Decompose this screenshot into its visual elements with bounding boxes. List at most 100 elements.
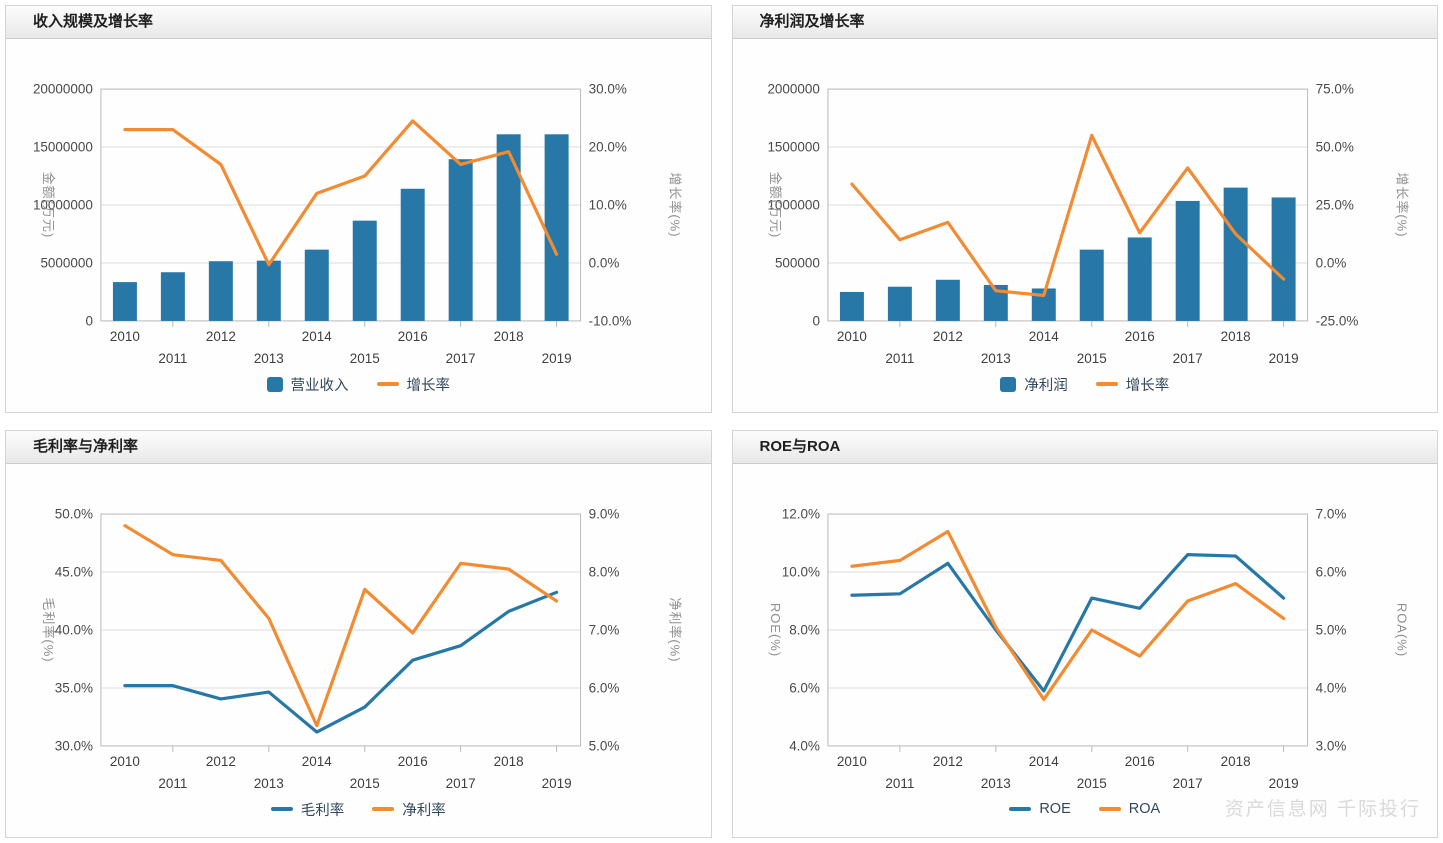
svg-text:2017: 2017 <box>446 351 476 366</box>
svg-text:5000000: 5000000 <box>40 255 93 270</box>
legend-item-增长率[interactable]: 增长率 <box>1095 374 1170 395</box>
legend-item-净利润[interactable]: 净利润 <box>1000 374 1068 395</box>
legend-item-营业收入[interactable]: 营业收入 <box>266 374 349 395</box>
legend-label: 增长率 <box>1125 377 1170 394</box>
svg-text:ROE(%): ROE(%) <box>767 603 782 657</box>
svg-text:2015: 2015 <box>1076 351 1106 366</box>
axis-tick-labels: 50.0% 45.0% 40.0% 35.0% 30.0% 9.0% 8.0% 7.0% 6.0… <box>55 507 620 754</box>
x-axis-labels: 2010 2011 2012 2013 2014 2015 2016 2017 2018 2019 <box>110 745 572 791</box>
panel-header: 净利润及增长率 <box>732 6 1437 39</box>
svg-text:毛利率(%): 毛利率(%) <box>41 597 56 662</box>
line-series-增长率[interactable] <box>123 119 559 267</box>
axis-titles: 毛利率(%) 净利率(%) <box>41 597 683 662</box>
svg-text:2014: 2014 <box>1028 329 1058 344</box>
svg-text:2013: 2013 <box>254 351 284 366</box>
svg-text:2017: 2017 <box>1172 776 1202 791</box>
bar-series-净利润[interactable] <box>839 187 1296 321</box>
svg-text:2011: 2011 <box>158 351 187 366</box>
svg-text:0.0%: 0.0% <box>589 255 620 270</box>
svg-text:9.0%: 9.0% <box>589 507 620 522</box>
svg-text:2012: 2012 <box>932 329 962 344</box>
line-series-ROE[interactable] <box>849 553 1285 693</box>
svg-text:2010: 2010 <box>836 754 866 769</box>
svg-text:40.0%: 40.0% <box>55 622 93 637</box>
chart-canvas-netprofit-growth[interactable]: 2000000 1500000 1000000 500000 0 75.0% 50.0% 25… <box>733 39 1438 369</box>
svg-text:75.0%: 75.0% <box>1315 82 1353 97</box>
panel-title: 净利润及增长率 <box>759 13 865 30</box>
svg-text:4.0%: 4.0% <box>1315 680 1346 695</box>
svg-text:0: 0 <box>812 313 820 328</box>
legend-line-swatch-icon <box>270 807 293 811</box>
legend-item-净利率[interactable]: 净利率 <box>372 799 446 820</box>
svg-text:35.0%: 35.0% <box>55 680 93 695</box>
axis-titles: ROE(%) ROA(%) <box>767 603 1409 657</box>
svg-text:2016: 2016 <box>1124 754 1154 769</box>
chart-canvas-roe-roa[interactable]: 12.0% 10.0% 8.0% 6.0% 4.0% 7.0% 6.0% 5.0% 4.0% 3.… <box>733 464 1438 794</box>
svg-text:2019: 2019 <box>1268 351 1298 366</box>
svg-text:30.0%: 30.0% <box>589 82 627 97</box>
svg-text:2018: 2018 <box>1220 754 1250 769</box>
svg-text:0.0%: 0.0% <box>1315 255 1346 270</box>
x-axis-labels: 2010 2011 2012 2013 2014 2015 2016 2017 2018 2019 <box>836 745 1298 791</box>
svg-text:2014: 2014 <box>302 329 332 344</box>
svg-text:50.0%: 50.0% <box>55 507 93 522</box>
svg-text:45.0%: 45.0% <box>55 565 93 580</box>
chart-legend: 毛利率 净利率 <box>6 796 711 822</box>
axis-titles: 金额(万元) 增长率(%) <box>767 172 1409 239</box>
legend-line-swatch-icon <box>1098 807 1121 811</box>
legend-label: 毛利率 <box>300 802 345 819</box>
svg-text:1000000: 1000000 <box>767 197 820 212</box>
legend-label: 净利润 <box>1024 377 1068 394</box>
svg-text:净利率(%): 净利率(%) <box>668 597 683 662</box>
svg-text:2010: 2010 <box>836 329 866 344</box>
svg-text:15000000: 15000000 <box>33 140 93 155</box>
panel-title: 毛利率与净利率 <box>33 438 139 455</box>
line-series-ROA[interactable] <box>849 529 1285 702</box>
svg-text:12.0%: 12.0% <box>781 507 819 522</box>
axis-tick-labels: 20000000 15000000 10000000 5000000 0 30.0% 20.… <box>33 82 631 329</box>
svg-text:2014: 2014 <box>302 754 332 769</box>
svg-text:2015: 2015 <box>1076 776 1106 791</box>
chart-canvas-margins[interactable]: 50.0% 45.0% 40.0% 35.0% 30.0% 9.0% 8.0% 7.0% 6.0… <box>6 464 711 794</box>
legend-item-毛利率[interactable]: 毛利率 <box>270 799 345 820</box>
line-series-增长率[interactable] <box>849 133 1285 298</box>
bar-series-营业收入[interactable] <box>112 134 569 321</box>
line-series-毛利率[interactable] <box>123 590 559 734</box>
svg-text:2018: 2018 <box>494 329 524 344</box>
plot-border <box>100 88 582 322</box>
chart-canvas-revenue-growth[interactable]: 20000000 15000000 10000000 5000000 0 30.0% 20.… <box>6 39 711 369</box>
svg-text:2019: 2019 <box>542 351 572 366</box>
chart-legend: ROE ROA <box>733 796 1438 822</box>
svg-text:5.0%: 5.0% <box>1315 622 1346 637</box>
svg-text:2013: 2013 <box>980 351 1010 366</box>
svg-text:10.0%: 10.0% <box>781 565 819 580</box>
svg-text:2014: 2014 <box>1028 754 1058 769</box>
svg-text:2013: 2013 <box>980 776 1010 791</box>
svg-text:-25.0%: -25.0% <box>1315 313 1358 328</box>
legend-item-ROE[interactable]: ROE <box>1009 801 1071 817</box>
legend-item-ROA[interactable]: ROA <box>1098 801 1160 817</box>
axis-titles: 金额(万元) 增长率(%) <box>41 172 683 239</box>
legend-line-swatch-icon <box>376 382 399 386</box>
gridlines <box>100 571 581 689</box>
line-series-净利率[interactable] <box>123 524 559 728</box>
legend-label: 营业收入 <box>290 377 349 394</box>
svg-text:10000000: 10000000 <box>33 197 93 212</box>
svg-text:4.0%: 4.0% <box>789 738 820 753</box>
legend-item-增长率[interactable]: 增长率 <box>376 374 450 395</box>
svg-text:2012: 2012 <box>206 754 236 769</box>
plot-border <box>826 513 1308 747</box>
svg-text:增长率(%): 增长率(%) <box>1394 172 1409 237</box>
svg-text:2016: 2016 <box>1124 329 1154 344</box>
legend-bar-swatch-icon <box>266 376 283 392</box>
chart-legend: 营业收入 增长率 <box>6 371 711 397</box>
svg-text:50.0%: 50.0% <box>1315 140 1353 155</box>
svg-text:增长率(%): 增长率(%) <box>668 172 683 237</box>
svg-text:3.0%: 3.0% <box>1315 738 1346 753</box>
svg-text:2019: 2019 <box>1268 776 1298 791</box>
svg-text:2017: 2017 <box>446 776 476 791</box>
panel-title: ROE与ROA <box>759 438 841 455</box>
panel-title: 收入规模及增长率 <box>33 13 154 30</box>
svg-text:500000: 500000 <box>774 255 819 270</box>
